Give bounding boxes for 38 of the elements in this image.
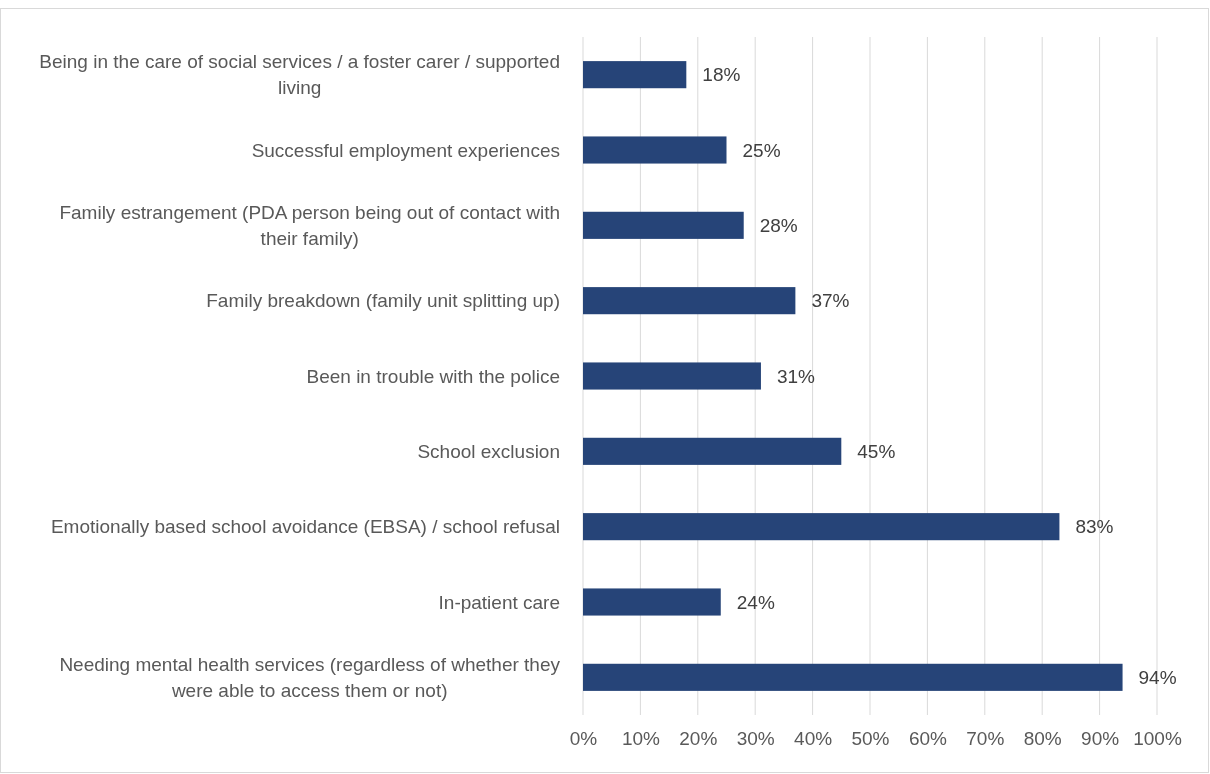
y-tick-label: School exclusion [417,440,560,462]
x-tick-label: 80% [1023,728,1062,750]
x-tick-label: 40% [794,728,833,750]
x-tick-label: 60% [908,728,948,750]
bar [583,211,744,239]
x-tick-label: 0% [569,728,598,750]
bar [583,136,727,164]
bar [583,513,1060,541]
x-tick-label: 10% [621,728,661,750]
bar [583,362,761,390]
x-tick-label: 50% [851,728,890,750]
x-tick-label: 30% [736,728,775,750]
y-tick-label: Family breakdown (family unit splitting up) [206,290,560,312]
y-tick-label: In-patient care [438,591,560,613]
data-label: 25% [742,139,781,161]
bar [583,663,1123,691]
data-label: 94% [1138,666,1177,688]
data-label: 83% [1075,516,1114,538]
y-tick-label: Family estrangement (PDA person being out of contact with their family) [59,201,560,249]
data-label: 28% [759,214,798,236]
data-label: 37% [811,290,850,312]
bar [583,437,842,465]
y-tick-label: Needing mental health services (regardless of whether they were able to access them or not) [59,653,561,701]
data-label: 45% [857,440,896,462]
x-tick-label: 20% [679,728,718,750]
data-label: 31% [776,365,816,387]
data-label: 18% [702,64,741,86]
x-tick-label: 90% [1081,728,1120,750]
x-tick-label: 100% [1133,728,1182,750]
y-tick-label: Being in the care of social services / a foster carer / supported living [39,51,560,99]
y-tick-label: Emotionally based school avoidance (EBSA) / school refusal [50,516,560,538]
y-tick-label: Been in trouble with the police [306,365,560,387]
x-tick-label: 70% [966,728,1005,750]
bar [583,588,721,616]
bar [583,287,796,315]
y-tick-label: Successful employment experiences [251,139,560,161]
data-label: 24% [736,591,775,613]
bar [583,61,687,89]
